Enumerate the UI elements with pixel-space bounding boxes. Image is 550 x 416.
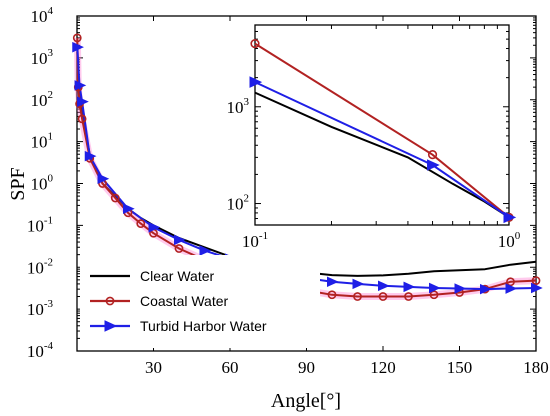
y-tick-label: 100 <box>31 173 54 194</box>
x-tick-label: 180 <box>523 358 549 377</box>
coastal-water-point <box>353 292 362 301</box>
y-tick-label: 10-4 <box>27 340 54 361</box>
inset-x-tick-label: 10-1 <box>242 230 268 251</box>
inset-coastal-water-line <box>254 42 510 219</box>
inset-ticks: 10-1 100 102 103 <box>227 25 521 251</box>
y-tick-label: 10-2 <box>27 256 53 277</box>
turbid-harbor-water-point <box>199 245 212 256</box>
turbid-harbor-water-point <box>480 283 492 295</box>
turbid-harbor-water-point <box>123 203 135 214</box>
y-tick-label: 104 <box>31 5 54 26</box>
turbid-harbor-water-point <box>174 234 186 246</box>
turbid-harbor-water-point <box>531 282 543 294</box>
turbid-harbor-water-point <box>97 173 110 185</box>
coastal-water-point <box>136 219 146 229</box>
x-tick-label: 150 <box>447 358 473 377</box>
turbid-harbor-water-point <box>429 282 441 294</box>
turbid-harbor-water-point <box>505 283 518 294</box>
coastal-water-point <box>77 114 87 124</box>
coastal-water-point <box>110 193 120 203</box>
inset-y-tick-label: 102 <box>227 193 250 214</box>
y-tick-label: 103 <box>31 47 54 68</box>
inset-turbid-harbor-water-point <box>249 76 263 88</box>
coastal-water-point <box>404 292 413 301</box>
coastal-water-point <box>429 290 439 300</box>
turbid-harbor-water-point <box>454 283 467 294</box>
y-tick-label: 10-3 <box>27 298 54 319</box>
legend-label-coastal-water: Coastal Water <box>140 293 229 309</box>
x-tick-label: 60 <box>222 358 239 377</box>
y-axis-title: SPF <box>7 167 29 200</box>
inset-y-tick-label: 103 <box>227 96 250 117</box>
turbid-harbor-water-point <box>72 41 84 53</box>
x-tick-label: 90 <box>298 358 315 377</box>
legend-label-clear-water: Clear Water <box>140 268 215 284</box>
inset-x-tick-label: 100 <box>498 230 521 251</box>
inset-coastal-water-point <box>427 150 438 160</box>
turbid-harbor-water-point <box>378 280 390 292</box>
inset-markers-layer <box>249 38 517 224</box>
y-tick-label: 10-1 <box>27 214 53 235</box>
coastal-water-point <box>174 244 184 253</box>
coastal-water-point <box>531 276 541 285</box>
turbid-harbor-water-point <box>148 222 161 233</box>
legend-marker-coastal-water <box>105 296 115 306</box>
legend-marker-turbid-harbor-water <box>104 320 118 332</box>
y-tick-label: 102 <box>31 89 54 110</box>
coastal-water-point <box>72 33 82 43</box>
turbid-harbor-water-point <box>403 281 416 293</box>
x-tick-label: 120 <box>370 358 396 377</box>
x-tick-label: 30 <box>145 358 162 377</box>
turbid-harbor-water-point <box>352 278 365 290</box>
inset-plot: 10-1 100 102 103 <box>227 24 521 251</box>
coastal-water-point <box>506 277 515 287</box>
inset-coastal-water-point <box>250 38 260 49</box>
x-axis-title: Angle[°] <box>271 390 341 412</box>
y-tick-label: 101 <box>31 131 54 152</box>
turbid-harbor-water-point <box>327 276 339 288</box>
turbid-harbor-water-point <box>84 150 97 162</box>
turbid-harbor-water-point <box>77 96 89 107</box>
turbid-harbor-water-point <box>74 80 87 91</box>
inset-frame <box>254 24 510 226</box>
legend-label-turbid-harbor-water: Turbid Harbor Water <box>140 318 267 334</box>
inset-turbid-harbor-water-point <box>503 211 517 224</box>
legend: Clear Water Coastal Water Turbid Harbor Wa… <box>80 255 320 348</box>
coastal-water-point <box>327 290 337 300</box>
coastal-water-point <box>378 292 388 301</box>
inset-turbid-harbor-water-point <box>427 159 440 171</box>
